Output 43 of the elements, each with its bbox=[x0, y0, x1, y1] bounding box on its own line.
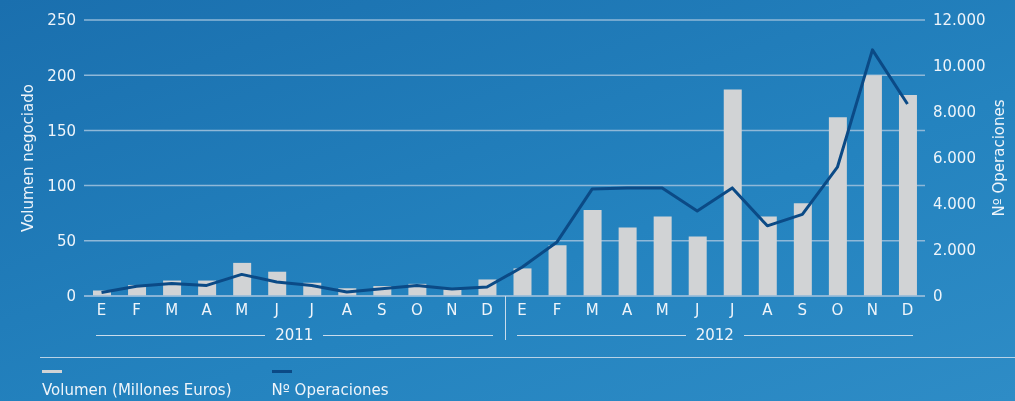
legend-label: Volumen (Millones Euros) bbox=[42, 381, 232, 399]
x-tick-label: D bbox=[481, 300, 493, 319]
y-tick-label: 200 bbox=[47, 66, 76, 85]
x-tick-label: S bbox=[377, 300, 387, 319]
y-tick-label: 250 bbox=[47, 11, 76, 30]
x-tick-label: E bbox=[96, 300, 107, 319]
x-tick-label: F bbox=[552, 300, 562, 319]
text: 2012 bbox=[694, 326, 735, 344]
x-tick-label: M bbox=[655, 300, 669, 319]
y-tick-label: 100 bbox=[47, 176, 76, 195]
x-tick-label: A bbox=[622, 300, 634, 319]
x-tick-label: J bbox=[694, 300, 700, 319]
x-tick-label: F bbox=[132, 300, 141, 319]
x-tick-label: O bbox=[410, 300, 423, 319]
x-tick-label: J bbox=[729, 300, 735, 319]
y-axis-title: Volumen negociado bbox=[19, 84, 38, 232]
x-tick-label: J bbox=[308, 300, 314, 319]
x-tick-label: N bbox=[866, 300, 879, 319]
x-tick-label: D bbox=[901, 300, 914, 319]
y2-tick-label: 10.000 bbox=[933, 57, 986, 76]
x-tick-label: S bbox=[797, 300, 808, 319]
legend-label: Nº Operaciones bbox=[271, 381, 389, 399]
x-tick-label: O bbox=[831, 300, 844, 319]
y2-axis-title: Nº Operaciones bbox=[990, 99, 1009, 217]
text: 2011 bbox=[274, 326, 315, 344]
y2-tick-label: 8.000 bbox=[933, 103, 976, 122]
y2-tick-label: 4.000 bbox=[933, 195, 976, 214]
y2-tick-label: 2.000 bbox=[933, 241, 976, 260]
y2-tick-label: 0 bbox=[933, 287, 943, 306]
x-tick-label: M bbox=[165, 300, 179, 319]
y-tick-label: 150 bbox=[47, 121, 76, 140]
x-tick-label: J bbox=[273, 300, 279, 319]
x-tick-label: A bbox=[341, 300, 353, 319]
x-tick-label: M bbox=[585, 300, 599, 319]
x-tick-label: E bbox=[517, 300, 527, 319]
y2-tick-label: 12.000 bbox=[933, 11, 986, 30]
x-tick-label: A bbox=[762, 300, 774, 319]
x-tick-label: M bbox=[235, 300, 249, 319]
x-tick-label: N bbox=[446, 300, 458, 319]
y2-tick-label: 6.000 bbox=[933, 149, 976, 168]
y-tick-label: 50 bbox=[56, 232, 76, 251]
y-tick-label: 0 bbox=[66, 287, 76, 306]
x-tick-label: A bbox=[201, 300, 213, 319]
